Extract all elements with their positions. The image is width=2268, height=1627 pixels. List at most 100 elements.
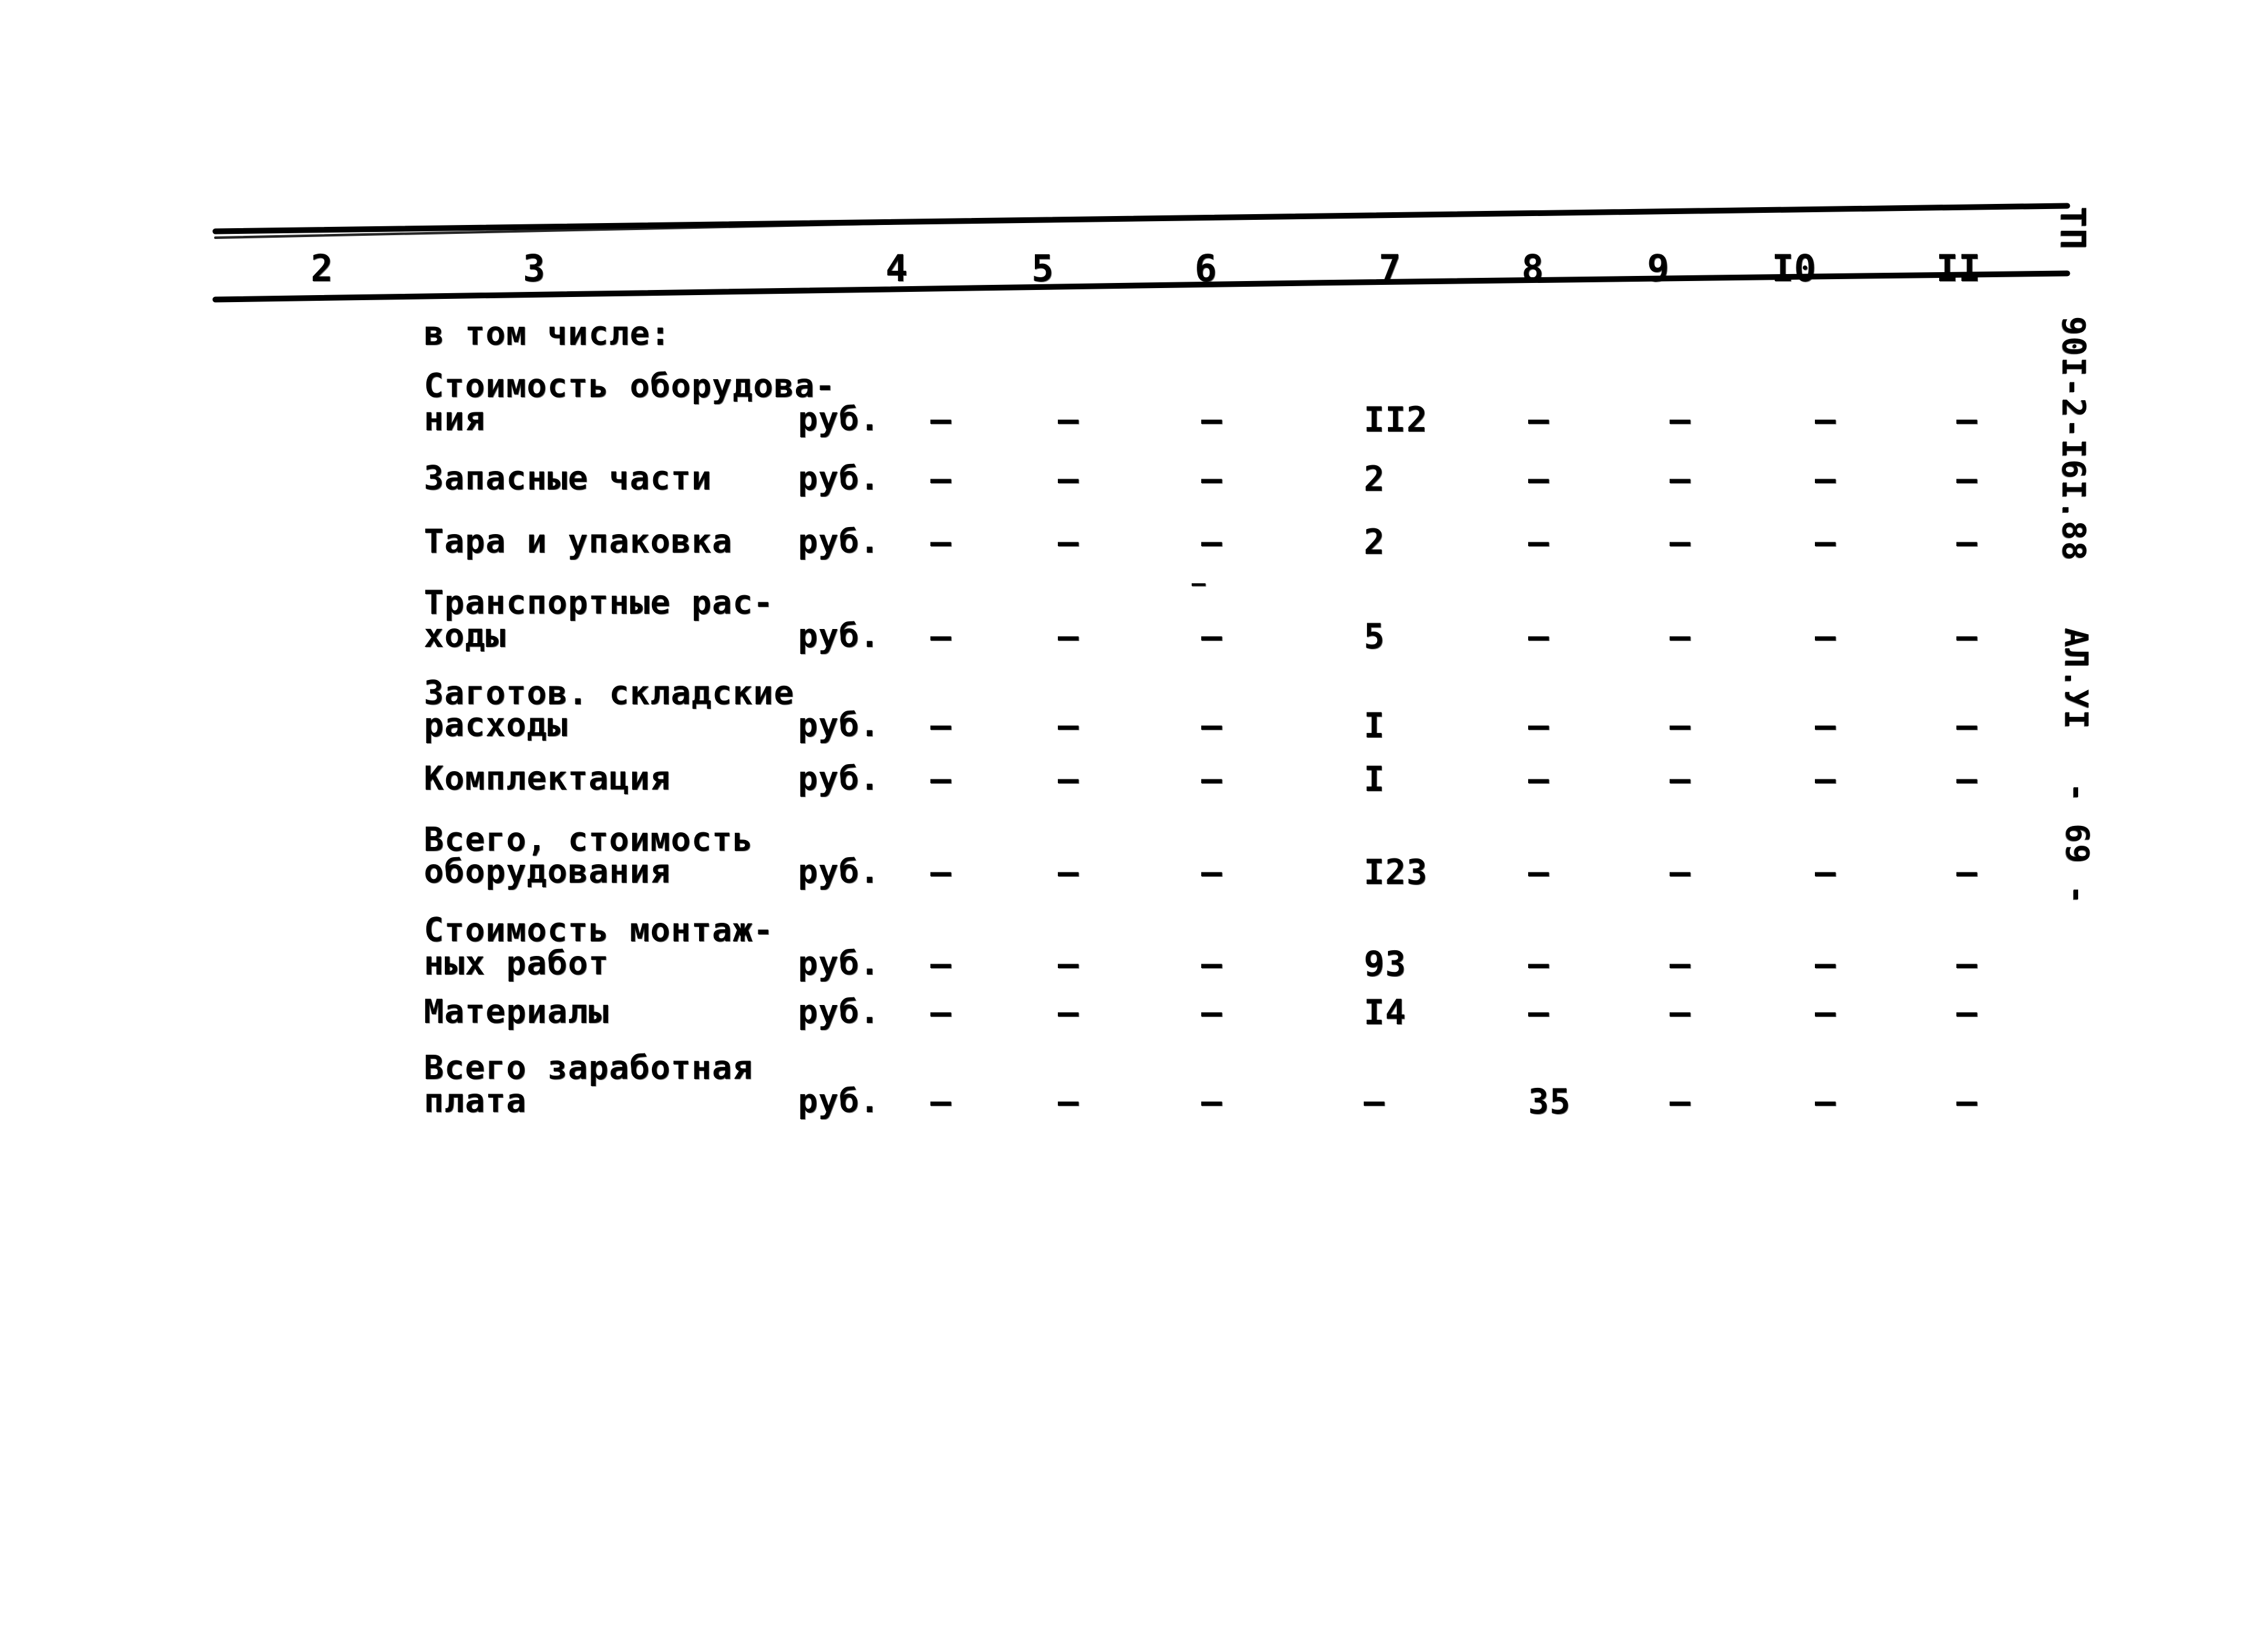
cell-col8: – [1528,705,1550,746]
cell-col10: – [1815,522,1837,562]
column-number: 8 [1521,247,1544,290]
cell-col10: – [1815,1081,1837,1122]
cell-col11: – [1956,944,1978,984]
row-label-line2: ния [424,400,486,438]
cell-col7: I [1364,705,1385,746]
cell-col10: – [1815,852,1837,892]
cell-col5: – [1058,616,1080,656]
cell-col4: – [930,522,952,562]
column-number: 3 [523,247,545,290]
cell-col4: – [930,944,952,984]
cell-col11: – [1956,1081,1978,1122]
cell-col7: I23 [1364,852,1428,892]
cell-col9: – [1670,992,1691,1032]
column-number: 6 [1194,247,1217,290]
cell-col7: I [1364,759,1385,799]
cell-col8: – [1528,759,1550,799]
row-label-line1: Комплектация [424,760,671,798]
row-label-line2: оборудования [424,853,671,891]
cell-col10: – [1815,705,1837,746]
cell-col11: – [1956,992,1978,1032]
row-label-line1: Стоимость монтаж- [424,911,774,950]
cell-col11: – [1956,616,1978,656]
row-unit: руб. [798,993,881,1031]
row-label-line1: Заготов. складские [424,674,795,712]
cell-col11: – [1956,705,1978,746]
cell-col9: – [1670,944,1691,984]
intro-label: в том числе: [424,315,671,353]
column-number: 2 [310,247,333,290]
cell-col5: – [1058,705,1080,746]
row-label-line2: ходы [424,617,507,655]
row-unit: руб. [798,853,881,891]
cell-col10: – [1815,992,1837,1032]
cell-col5: – [1058,400,1080,440]
cell-col5: – [1058,992,1080,1032]
row-unit: руб. [798,1082,881,1120]
cell-col7: I4 [1364,992,1407,1032]
cell-col8: – [1528,522,1550,562]
cell-col7: II2 [1364,400,1428,440]
cell-col9: – [1670,1081,1691,1122]
cell-col10: – [1815,759,1837,799]
column-number: 5 [1031,247,1054,290]
cell-col8: – [1528,400,1550,440]
doc-code: 90I-2-I6I.88 [2055,316,2092,562]
column-number: I0 [1772,247,1816,290]
doc-code-prefix: ТП [2053,206,2093,251]
row-label-line2: расходы [424,706,568,744]
row-unit: руб. [798,523,881,561]
cell-col10: – [1815,944,1837,984]
cell-col4: – [930,459,952,499]
cell-col11: – [1956,400,1978,440]
page-number: - 69 - [2059,783,2096,906]
cell-col6: – [1201,705,1223,746]
cell-col4: – [930,1081,952,1122]
stray-dash: – [1192,570,1206,597]
cell-col7: 2 [1364,459,1385,499]
table-ruled-lines [212,203,2070,303]
row-unit: руб. [798,400,881,438]
cell-col6: – [1201,944,1223,984]
row-label-line1: Всего заработная [424,1049,753,1087]
cell-col8: – [1528,852,1550,892]
cell-col11: – [1956,852,1978,892]
cell-col8: – [1528,992,1550,1032]
cell-col5: – [1058,759,1080,799]
row-label-line2: плата [424,1082,527,1120]
column-number: 7 [1378,247,1401,290]
cell-col4: – [930,400,952,440]
cell-col9: – [1670,459,1691,499]
cell-col11: – [1956,759,1978,799]
column-number: 4 [885,247,908,290]
cell-col7: – [1364,1081,1385,1122]
column-number: 9 [1647,247,1670,290]
cell-col6: – [1201,992,1223,1032]
column-number: II [1936,247,1981,290]
cell-col6: – [1201,459,1223,499]
cell-col4: – [930,705,952,746]
cell-col9: – [1670,759,1691,799]
cell-col10: – [1815,459,1837,499]
cell-col5: – [1058,522,1080,562]
row-label-line1: Тара и упаковка [424,523,733,561]
cell-col5: – [1058,852,1080,892]
cell-col8: – [1528,616,1550,656]
cell-col8: – [1528,944,1550,984]
cell-col7: 93 [1364,944,1407,984]
cell-col4: – [930,852,952,892]
cell-col4: – [930,992,952,1032]
album-label: АЛ.УІ [2058,628,2095,730]
cell-col5: – [1058,1081,1080,1122]
row-label-line1: Транспортные рас- [424,584,774,622]
cell-col7: 2 [1364,522,1385,562]
cell-col4: – [930,616,952,656]
row-label-line1: Всего, стоимость [424,821,753,859]
cell-col10: – [1815,616,1837,656]
cell-col5: – [1058,459,1080,499]
row-unit: руб. [798,944,881,983]
row-label-line2: ных работ [424,944,609,983]
row-unit: руб. [798,617,881,655]
cell-col6: – [1201,1081,1223,1122]
